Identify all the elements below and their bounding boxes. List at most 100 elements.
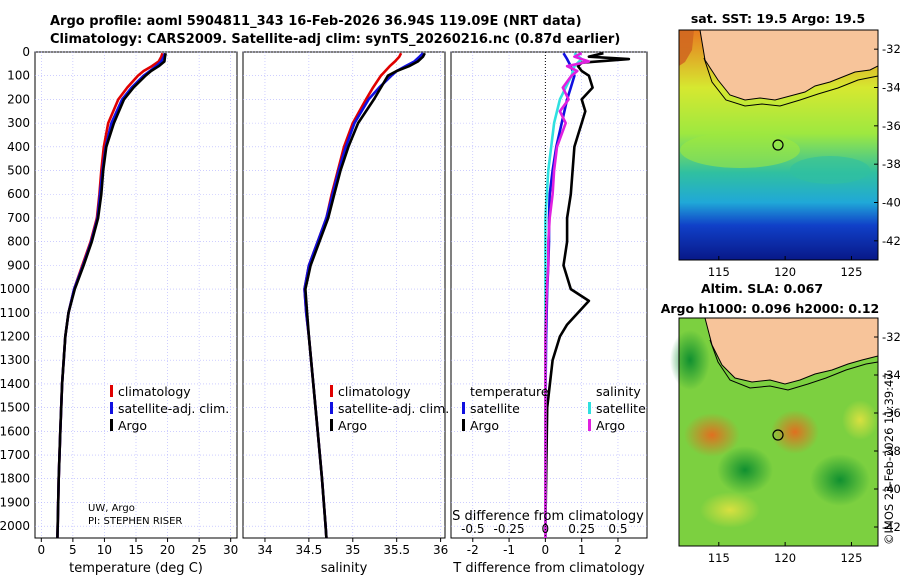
depth-tick-label: 1100 — [0, 306, 30, 320]
sst-warm-patch — [680, 132, 800, 168]
sla-warm-eddy-east — [771, 410, 819, 454]
depth-tick-label: 800 — [7, 235, 30, 249]
sla-high-south — [700, 492, 760, 528]
sla-map-title2: Argo h1000: 0.096 h2000: 0.12 — [661, 301, 880, 316]
depth-tick-label: 600 — [7, 187, 30, 201]
map-y-tick-label: -36 — [882, 406, 900, 420]
legend-label-t-argo: Argo — [470, 418, 499, 433]
temperature-legend: climatology satellite-adj. clim. Argo — [110, 384, 229, 433]
depth-tick-label: 100 — [7, 69, 30, 83]
sst-map-ticks: 115 120 125 -32 -34 -36 -38 -40 -42 — [708, 42, 900, 279]
sla-high-east — [842, 400, 878, 440]
x-tick-label: 35.5 — [383, 543, 410, 557]
t-diff-xlabel: T difference from climatology — [452, 561, 645, 576]
depth-tick-label: 1500 — [0, 401, 30, 415]
x-axes: 0 5 10 15 20 25 30 34 34.5 35 35.5 36 -2 -1 0 1 2 -0.5 -0.… — [37, 522, 627, 557]
map-y-tick-label: -40 — [882, 196, 900, 210]
depth-tick-label: 200 — [7, 92, 30, 106]
depth-tick-label: 1300 — [0, 353, 30, 367]
sla-warm-eddy-west — [684, 413, 740, 457]
legend-label-climatology: climatology — [338, 384, 411, 399]
x-tick-label: 0 — [542, 543, 550, 557]
sla-bathymetry-contour — [709, 339, 879, 391]
map-y-tick-label: -42 — [882, 234, 900, 248]
map-x-tick-label: 125 — [840, 265, 862, 279]
x-tick-label: 5 — [69, 543, 77, 557]
x-tick-label: 1 — [578, 543, 586, 557]
map-y-tick-label: -40 — [882, 482, 900, 496]
sla-map — [670, 317, 879, 547]
s-diff-xlabel: S difference from climatology — [452, 509, 644, 524]
legend-label-argo: Argo — [338, 418, 367, 433]
legend-swatch-climatology — [330, 385, 333, 397]
map-x-tick-label: 115 — [708, 551, 730, 565]
depth-axis: 0 100 200 300 400 500 600 700 800 900 1000 1100 1200… — [0, 45, 30, 533]
legend-title-salinity: salinity — [596, 384, 641, 399]
map-y-tick-label: -32 — [882, 42, 900, 56]
sst-bathymetry-contour — [703, 57, 879, 107]
x-tick-label: 35 — [345, 543, 360, 557]
x-tick-label: -2 — [467, 543, 479, 557]
annotation-pi: PI: STEPHEN RISER — [88, 516, 182, 527]
legend-swatch-satellite — [110, 402, 113, 414]
x-tick-label: 20 — [160, 543, 175, 557]
sla-map-frame — [678, 317, 879, 547]
x-tick-label: 34.5 — [296, 543, 323, 557]
map-y-tick-label: -38 — [882, 157, 900, 171]
figure-title-line2: Climatology: CARS2009. Satellite-adj cli… — [50, 32, 621, 47]
x-tick-label: 30 — [223, 543, 238, 557]
legend-swatch-s-argo — [588, 419, 591, 431]
sst-map — [678, 29, 879, 261]
map-x-tick-label: 125 — [840, 551, 862, 565]
legend-swatch-climatology — [110, 385, 113, 397]
figure-title-line1: Argo profile: aoml 5904811_343 16-Feb-20… — [50, 14, 582, 29]
australia-land — [679, 29, 879, 101]
series-line-argo — [56, 52, 167, 539]
sst-hot-coast — [679, 30, 694, 66]
x-tick-label: 10 — [97, 543, 112, 557]
legend-title-temperature: temperature — [470, 384, 549, 399]
map-x-tick-label: 120 — [774, 265, 796, 279]
x-tick-label: 36 — [433, 543, 448, 557]
depth-tick-label: 700 — [7, 211, 30, 225]
x-tick-label: 15 — [128, 543, 143, 557]
legend-swatch-s-satellite — [588, 402, 591, 414]
sla-cold-coast — [670, 330, 710, 390]
legend-label-t-satellite: satellite — [470, 401, 520, 416]
difference-legend: temperature satellite Argo salinity sate… — [462, 384, 646, 433]
salinity-legend: climatology satellite-adj. clim. Argo — [330, 384, 449, 433]
x-tick-label: 2 — [614, 543, 622, 557]
legend-label-s-satellite: satellite — [596, 401, 646, 416]
map-y-tick-label: -34 — [882, 368, 900, 382]
sst-map-title: sat. SST: 19.5 Argo: 19.5 — [691, 11, 865, 26]
depth-tick-label: 1800 — [0, 472, 30, 486]
s-diff-tick-label: 0 — [542, 522, 550, 536]
depth-tick-label: 1900 — [0, 495, 30, 509]
legend-swatch-satellite — [330, 402, 333, 414]
imos-credit: ©IMOS 23-Feb-2026 11:39:47 — [882, 372, 896, 545]
s-diff-tick-label: 0.25 — [568, 522, 595, 536]
x-tick-label: 25 — [191, 543, 206, 557]
s-diff-tick-label: 0.5 — [608, 522, 627, 536]
legend-swatch-argo — [330, 419, 333, 431]
depth-tick-label: 1700 — [0, 448, 30, 462]
salinity-xlabel: salinity — [321, 561, 368, 576]
map-y-tick-label: -36 — [882, 119, 900, 133]
legend-label-s-argo: Argo — [596, 418, 625, 433]
depth-tick-label: 300 — [7, 116, 30, 130]
profile-series — [56, 51, 631, 539]
map-y-tick-label: -38 — [882, 444, 900, 458]
sla-map-title1: Altim. SLA: 0.067 — [701, 281, 823, 296]
depth-tick-label: 0 — [22, 45, 30, 59]
x-tick-label: 0 — [37, 543, 45, 557]
depth-tick-label: 1400 — [0, 377, 30, 391]
sla-map-ticks: 115 120 125 -32 -34 -36 -38 -40 -42 — [708, 330, 900, 565]
map-y-tick-label: -42 — [882, 520, 900, 534]
sst-argo-location — [772, 139, 784, 151]
s-diff-tick-label: -0.25 — [494, 522, 525, 536]
annotation-institution: UW, Argo — [88, 503, 135, 514]
legend-label-satellite: satellite-adj. clim. — [118, 401, 229, 416]
salinity-panel — [242, 51, 446, 539]
australia-land — [704, 317, 879, 385]
